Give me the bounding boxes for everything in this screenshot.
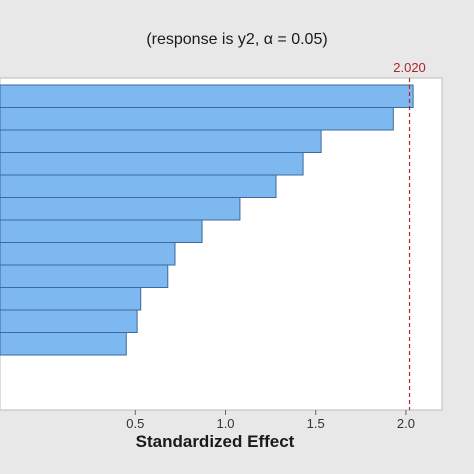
bar-10 [0, 287, 142, 311]
reference-line-group: 2.020 [393, 60, 426, 410]
chart-subtitle: (response is y2, α = 0.05) [146, 31, 327, 48]
bar-12 [0, 332, 127, 356]
bar-3 [0, 129, 322, 153]
x-tick-label: 1.5 [307, 416, 325, 431]
reference-line-label: 2.020 [393, 60, 426, 75]
bar-8 [0, 242, 176, 266]
x-tick-label: 0.5 [126, 416, 144, 431]
bar-2 [0, 107, 394, 131]
x-tick-label: 2.0 [397, 416, 415, 431]
bar-4 [0, 152, 304, 176]
bars-group [0, 84, 414, 356]
bar-6 [0, 197, 241, 221]
bar-5 [0, 174, 277, 198]
x-tick-label: 1.0 [216, 416, 234, 431]
bar-11 [0, 309, 138, 333]
bar-9 [0, 264, 169, 288]
bar-7 [0, 219, 203, 243]
x-axis-ticks: 0.5 1.0 1.5 2.0 [126, 410, 415, 431]
bar-1 [0, 84, 414, 108]
x-axis-label: Standardized Effect [136, 432, 295, 451]
